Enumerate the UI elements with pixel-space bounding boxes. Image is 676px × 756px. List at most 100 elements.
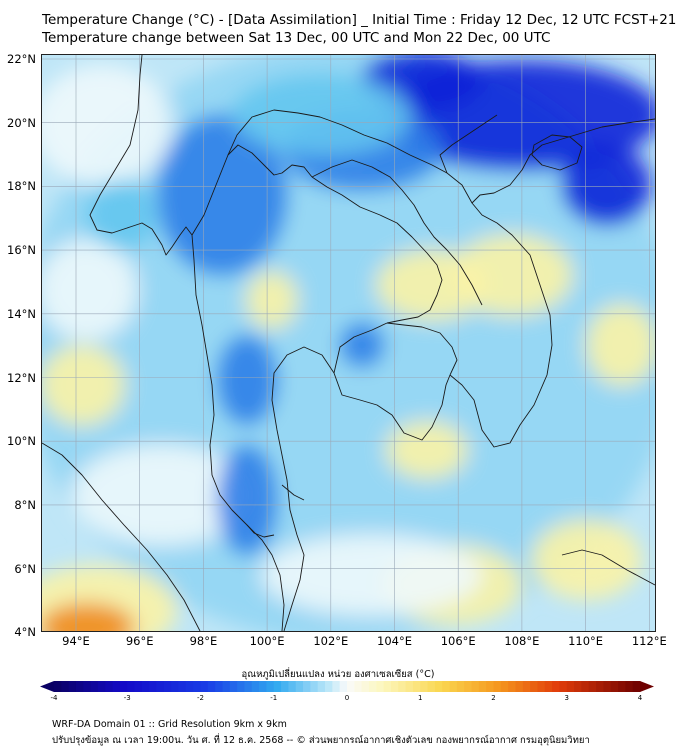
colorbar-cell	[515, 681, 524, 692]
colorbar-cell	[625, 681, 634, 692]
colorbar-cell	[383, 681, 392, 692]
colorbar-cell	[119, 681, 128, 692]
colorbar-cell	[303, 681, 311, 692]
border-thailand-laos	[311, 176, 443, 324]
colorbar-cell	[442, 681, 450, 692]
coastline-mainland-west	[89, 55, 285, 631]
colorbar-cell	[75, 681, 84, 692]
colorbar-cell	[207, 681, 216, 692]
field-patch	[232, 75, 412, 155]
field-patch	[262, 535, 482, 615]
colorbar-cell	[420, 681, 428, 692]
colorbar-cell	[544, 681, 553, 692]
colorbar-tick-label: -4	[50, 694, 58, 702]
colorbar-cell	[273, 681, 282, 692]
colorbar-cell	[90, 681, 99, 692]
colorbar-cell	[222, 681, 231, 692]
colorbar-cell	[105, 681, 113, 692]
field-patch	[387, 422, 467, 478]
field-patch	[247, 272, 297, 328]
colorbar-cell	[288, 681, 297, 692]
colorbar	[40, 681, 654, 692]
colorbar-tick-label: 2	[491, 694, 496, 702]
temperature-field	[42, 55, 655, 631]
colorbar-cell	[141, 681, 150, 692]
colorbar-cell	[163, 681, 172, 692]
field-patch	[72, 445, 252, 545]
lat-lon-grid	[42, 55, 655, 631]
longitude-label: 102°E	[313, 634, 349, 648]
temperature-change-map	[41, 54, 656, 632]
colorbar-cell	[185, 681, 194, 692]
field-patch	[217, 335, 277, 425]
colorbar-cell	[508, 681, 516, 692]
field-patch	[452, 235, 572, 315]
colorbar-cell	[171, 681, 179, 692]
colorbar-cell	[596, 681, 604, 692]
colorbar-tick-label: -2	[197, 694, 204, 702]
field-patch	[587, 305, 655, 385]
map-subtitle: Temperature change between Sat 13 Dec, 0…	[42, 30, 551, 46]
colorbar-tick-label: -1	[270, 694, 278, 702]
colorbar-cell	[522, 681, 531, 692]
coastline-hainan	[531, 134, 583, 171]
colorbar-cell	[588, 681, 597, 692]
border-thailand-cambodia	[333, 322, 388, 374]
colorbar-cell	[317, 681, 326, 692]
colorbar-cell	[127, 681, 135, 692]
colorbar-cell	[61, 681, 70, 692]
border-china-north	[227, 109, 448, 174]
border-malaysia-thailand	[281, 484, 305, 501]
border-peninsula	[246, 524, 275, 538]
colorbar-cell	[574, 681, 582, 692]
colorbar-cell	[54, 681, 62, 692]
colorbar-cell	[610, 681, 619, 692]
colorbar-cell	[215, 681, 223, 692]
latitude-label: 16°N	[7, 243, 36, 258]
colorbar-cell	[434, 681, 443, 692]
longitude-label: 104°E	[377, 634, 412, 648]
colorbar-cell	[237, 681, 245, 692]
longitude-label: 110°E	[568, 634, 604, 648]
field-patch	[562, 145, 652, 225]
colorbar-cell	[112, 681, 121, 692]
coastline-gulf-tonkin	[439, 114, 498, 204]
map-title: Temperature Change (°C) - [Data Assimila…	[42, 12, 676, 28]
field-patch	[532, 520, 642, 600]
coastline-thai-gulf	[271, 346, 451, 631]
longitude-label: 108°E	[504, 634, 540, 648]
field-patch	[217, 445, 277, 555]
longitude-label: 106°E	[440, 634, 476, 648]
border-cambodia-vietnam	[386, 322, 458, 376]
longitude-label: 96°E	[125, 634, 154, 648]
colorbar-cell	[229, 681, 238, 692]
colorbar-cell	[486, 681, 494, 692]
colorbar-title: อุณหภูมิเปลี่ยนแปลง หน่วย องศาเซลเซียส (…	[241, 669, 435, 680]
colorbar-cell	[68, 681, 77, 692]
field-patch	[42, 345, 124, 425]
colorbar-cell	[361, 681, 370, 692]
colorbar-cell	[559, 681, 568, 692]
latitude-label: 4°N	[14, 625, 36, 640]
colorbar-cell	[200, 681, 209, 692]
longitude-label: 100°E	[249, 634, 285, 648]
colorbar-cell	[427, 681, 436, 692]
colorbar-cell	[537, 681, 546, 692]
colorbar-cell	[581, 681, 590, 692]
longitude-label: 112°E	[631, 634, 667, 648]
colorbar-cell	[456, 681, 465, 692]
colorbar-cell	[193, 681, 201, 692]
colorbar-cell	[259, 681, 267, 692]
latitude-label: 6°N	[14, 561, 36, 576]
colorbar-tick-label: 0	[344, 694, 350, 702]
colorbar-cell	[390, 681, 399, 692]
latitude-label: 18°N	[7, 179, 36, 194]
colorbar-cell	[347, 681, 355, 692]
colorbar-max-extend	[640, 681, 654, 692]
colorbar-cell	[83, 681, 92, 692]
colorbar-cell	[471, 681, 480, 692]
latitude-label: 8°N	[14, 497, 36, 512]
footer-model-info: WRF-DA Domain 01 :: Grid Resolution 9km …	[52, 719, 287, 730]
map-canvas	[42, 55, 655, 631]
longitude-label: 98°E	[189, 634, 218, 648]
